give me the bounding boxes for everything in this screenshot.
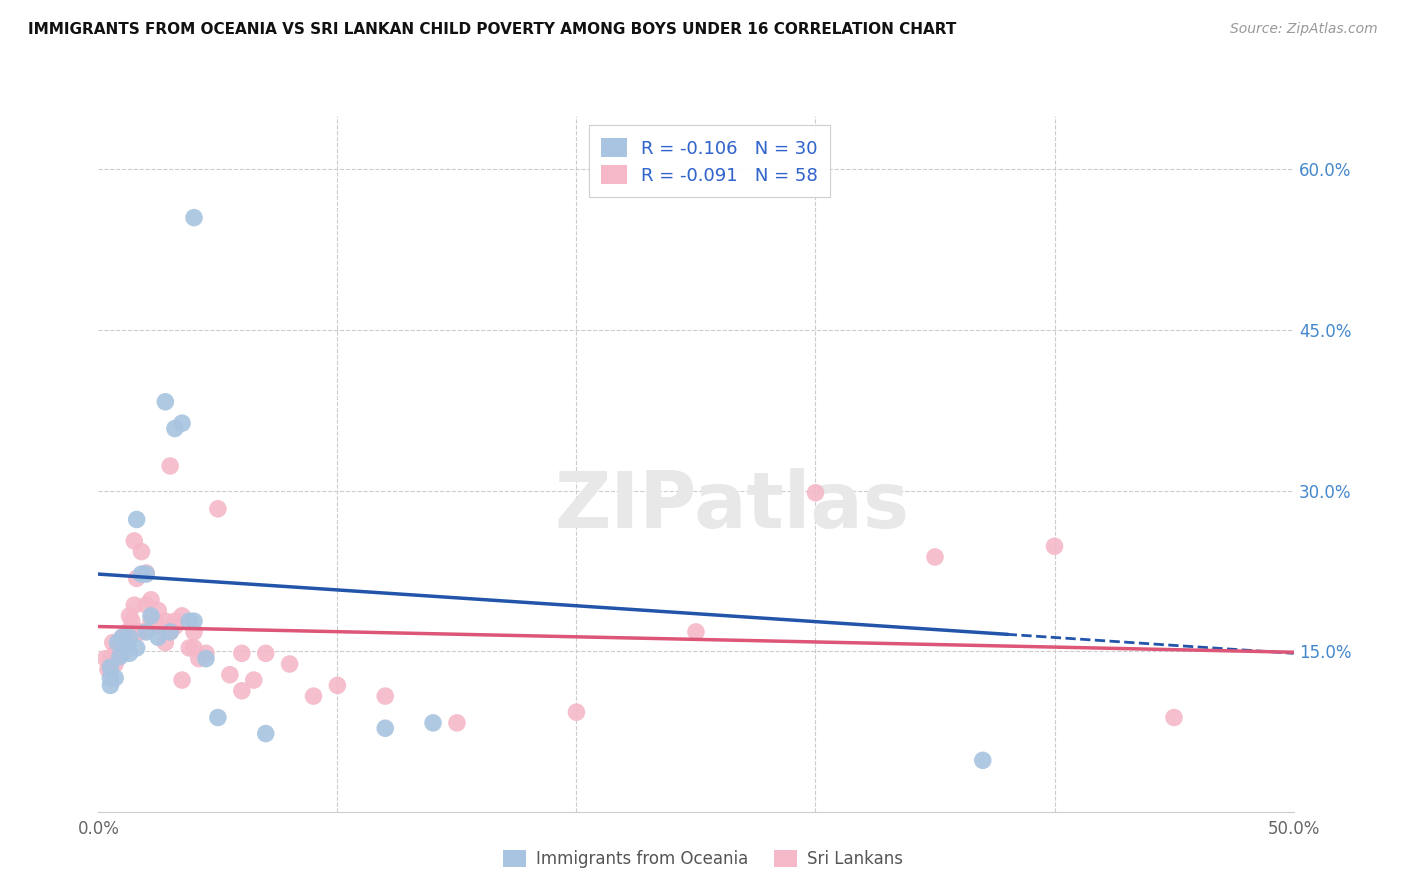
Point bbox=[107, 640, 129, 655]
Point bbox=[159, 458, 181, 473]
Point bbox=[125, 512, 148, 526]
Point bbox=[159, 624, 181, 639]
Point bbox=[139, 608, 162, 623]
Point bbox=[163, 421, 186, 435]
Point bbox=[326, 678, 349, 692]
Point bbox=[135, 567, 157, 582]
Point bbox=[183, 211, 205, 225]
Point bbox=[183, 614, 205, 628]
Point bbox=[159, 624, 181, 639]
Point bbox=[148, 630, 170, 644]
Point bbox=[924, 549, 946, 564]
Point bbox=[243, 673, 266, 687]
Point bbox=[148, 619, 170, 633]
Point bbox=[111, 630, 134, 644]
Point bbox=[101, 651, 124, 665]
Point bbox=[111, 630, 134, 644]
Point bbox=[125, 624, 148, 639]
Point bbox=[131, 624, 153, 639]
Point bbox=[104, 657, 127, 671]
Point bbox=[685, 624, 707, 639]
Point bbox=[183, 640, 205, 655]
Point bbox=[278, 657, 301, 671]
Point bbox=[207, 501, 229, 516]
Point bbox=[131, 567, 153, 582]
Text: IMMIGRANTS FROM OCEANIA VS SRI LANKAN CHILD POVERTY AMONG BOYS UNDER 16 CORRELAT: IMMIGRANTS FROM OCEANIA VS SRI LANKAN CH… bbox=[28, 22, 956, 37]
Point bbox=[1163, 710, 1185, 724]
Point bbox=[1043, 539, 1066, 553]
Point bbox=[115, 624, 138, 639]
Point bbox=[179, 640, 201, 655]
Point bbox=[155, 614, 177, 628]
Point bbox=[101, 635, 124, 649]
Point bbox=[254, 646, 277, 660]
Point bbox=[98, 678, 122, 692]
Point bbox=[179, 614, 201, 628]
Point bbox=[155, 394, 177, 409]
Point bbox=[172, 673, 194, 687]
Point bbox=[219, 667, 242, 681]
Legend: Immigrants from Oceania, Sri Lankans: Immigrants from Oceania, Sri Lankans bbox=[496, 843, 910, 875]
Point bbox=[108, 640, 131, 655]
Point bbox=[139, 592, 162, 607]
Point bbox=[104, 646, 127, 660]
Point bbox=[118, 630, 141, 644]
Point bbox=[155, 635, 177, 649]
Text: ZIPatlas: ZIPatlas bbox=[554, 467, 910, 543]
Point bbox=[97, 662, 120, 676]
Point bbox=[131, 544, 153, 558]
Legend: R = -0.106   N = 30, R = -0.091   N = 58: R = -0.106 N = 30, R = -0.091 N = 58 bbox=[589, 125, 831, 197]
Point bbox=[135, 598, 157, 612]
Point bbox=[187, 651, 209, 665]
Point bbox=[172, 416, 194, 430]
Point bbox=[135, 624, 157, 639]
Point bbox=[254, 726, 277, 740]
Point bbox=[104, 671, 127, 685]
Point bbox=[115, 639, 138, 653]
Point bbox=[374, 721, 396, 735]
Point bbox=[115, 635, 138, 649]
Point bbox=[107, 635, 129, 649]
Point bbox=[121, 614, 143, 628]
Point bbox=[94, 651, 117, 665]
Point bbox=[183, 624, 205, 639]
Point bbox=[124, 598, 146, 612]
Point bbox=[207, 710, 229, 724]
Point bbox=[194, 646, 218, 660]
Point bbox=[98, 671, 122, 685]
Point bbox=[374, 689, 396, 703]
Point bbox=[139, 614, 162, 628]
Point bbox=[565, 705, 588, 719]
Point bbox=[118, 646, 141, 660]
Point bbox=[111, 646, 134, 660]
Text: Source: ZipAtlas.com: Source: ZipAtlas.com bbox=[1230, 22, 1378, 37]
Point bbox=[118, 608, 141, 623]
Point bbox=[108, 649, 131, 664]
Point bbox=[163, 614, 186, 628]
Point bbox=[125, 640, 148, 655]
Point bbox=[98, 660, 122, 674]
Point bbox=[125, 571, 148, 585]
Point bbox=[446, 715, 468, 730]
Point bbox=[422, 715, 444, 730]
Point bbox=[231, 646, 253, 660]
Point bbox=[148, 603, 170, 617]
Point bbox=[804, 485, 827, 500]
Point bbox=[98, 651, 122, 665]
Point bbox=[972, 753, 994, 767]
Point bbox=[163, 619, 186, 633]
Point bbox=[98, 662, 122, 676]
Point bbox=[124, 533, 146, 548]
Point bbox=[172, 608, 194, 623]
Point bbox=[231, 683, 253, 698]
Point bbox=[135, 566, 157, 580]
Point bbox=[302, 689, 325, 703]
Point bbox=[194, 651, 218, 665]
